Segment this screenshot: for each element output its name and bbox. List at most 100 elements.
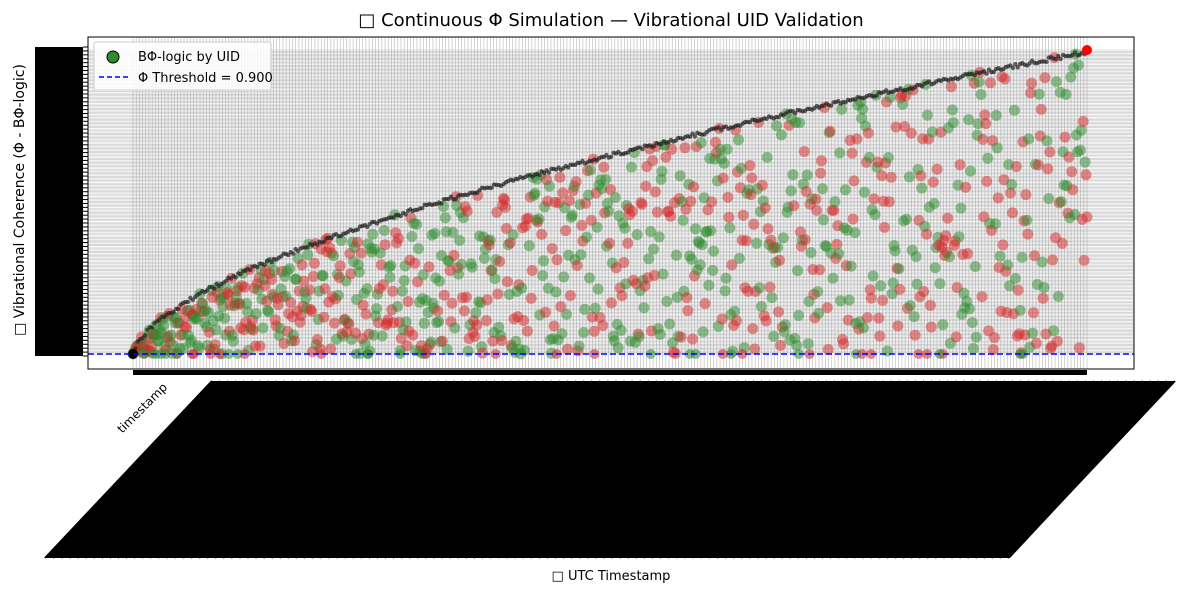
envelope-point: [262, 262, 267, 267]
envelope-point: [692, 134, 698, 139]
data-point: [558, 271, 570, 283]
envelope-point: [687, 134, 693, 139]
data-point: [605, 297, 617, 309]
x-tick-label: [270, 380, 440, 559]
data-point: [737, 209, 749, 221]
data-point: [361, 283, 373, 295]
data-point: [554, 171, 566, 183]
data-point: [376, 330, 388, 342]
data-point: [487, 335, 499, 347]
x-tick-label: [68, 380, 238, 559]
data-point: [955, 202, 967, 214]
data-point: [433, 316, 445, 327]
data-point: [945, 81, 957, 93]
data-point: [661, 295, 673, 307]
data-point: [873, 312, 885, 324]
data-point: [927, 176, 939, 188]
data-point: [810, 193, 822, 205]
data-point: [616, 290, 628, 302]
data-point: [272, 299, 284, 311]
data-point: [756, 179, 768, 191]
data-point: [953, 231, 965, 243]
data-point: [719, 285, 731, 297]
x-tick-label: [926, 380, 1095, 559]
data-point: [165, 329, 177, 341]
envelope-point: [248, 267, 253, 273]
data-point: [1039, 72, 1051, 84]
data-point: [843, 294, 855, 306]
x-tick-label-band: [45, 381, 1175, 558]
data-point: [1029, 250, 1040, 262]
envelope-point: [1058, 56, 1063, 62]
envelope-point: [439, 201, 444, 206]
data-point: [985, 77, 996, 89]
data-point: [494, 256, 506, 267]
data-point: [589, 302, 601, 314]
data-point: [407, 329, 419, 341]
envelope-point: [874, 93, 879, 98]
data-point: [1050, 76, 1062, 88]
x-tick-label: [562, 380, 731, 559]
data-point: [744, 160, 756, 171]
data-point: [499, 201, 511, 213]
data-point: [773, 306, 784, 318]
x-tick-label: [586, 380, 755, 559]
data-point: [302, 249, 314, 261]
envelope-point: [403, 212, 408, 217]
x-tick-label: [780, 380, 950, 559]
x-tick-label: [610, 380, 780, 559]
x-tick-label: [934, 380, 1103, 559]
data-point: [726, 259, 738, 271]
data-point: [1066, 166, 1078, 178]
x-tick-label: [254, 380, 424, 559]
data-point: [942, 212, 954, 224]
x-tick-label: [473, 380, 642, 559]
x-tick-label: [92, 380, 262, 559]
data-point: [529, 187, 541, 199]
y-tick-labels: [35, 46, 88, 357]
data-point: [471, 319, 483, 331]
data-point: [762, 223, 774, 235]
data-point: [449, 322, 461, 334]
x-tick-label: [424, 380, 594, 559]
envelope-point: [1013, 61, 1018, 67]
x-tick-label: [246, 380, 416, 559]
data-point: [439, 212, 451, 224]
data-point: [664, 318, 676, 330]
data-point: [334, 260, 346, 272]
data-point: [328, 250, 339, 262]
data-point: [851, 133, 863, 145]
data-point: [257, 322, 269, 334]
data-point: [815, 167, 827, 179]
data-point: [446, 297, 458, 309]
data-point: [740, 235, 752, 247]
data-point: [429, 228, 441, 239]
data-point: [979, 109, 991, 121]
data-point: [329, 317, 340, 329]
x-tick-label: [189, 380, 359, 559]
data-point: [357, 299, 369, 311]
data-point: [351, 236, 363, 248]
data-point: [566, 209, 578, 221]
data-point: [367, 228, 379, 240]
data-point: [392, 301, 403, 312]
last-point: [1082, 45, 1092, 55]
data-point: [1012, 284, 1024, 296]
x-tick-label: [740, 380, 909, 559]
x-tick-label: [707, 380, 877, 559]
data-point: [857, 103, 869, 115]
data-point: [319, 283, 331, 295]
data-point: [899, 121, 911, 132]
x-tick-label: [319, 380, 488, 559]
data-point: [849, 227, 861, 239]
x-tick-label: [537, 380, 707, 559]
data-point: [987, 344, 999, 356]
data-point: [965, 165, 976, 177]
data-point: [834, 147, 846, 159]
data-point: [988, 332, 1000, 344]
x-tick-label: [724, 380, 893, 559]
data-point: [555, 301, 567, 313]
data-point: [254, 340, 266, 352]
data-point: [484, 234, 496, 246]
data-point: [1032, 159, 1044, 171]
